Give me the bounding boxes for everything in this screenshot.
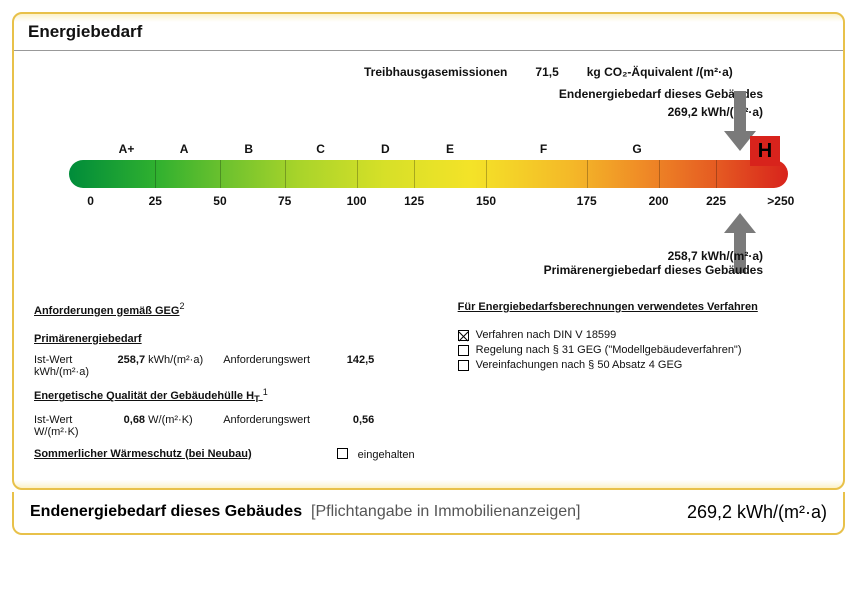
pe-req-label: Anforderungswert xyxy=(223,354,323,366)
scale-divider xyxy=(716,160,717,188)
tick-label: 50 xyxy=(213,194,226,208)
procedure-head: Für Energiebedarfsberechnungen verwendet… xyxy=(458,301,758,313)
endenergie-value: 269,2 xyxy=(628,105,698,119)
footer-value: 269,2 kWh/(m²·a) xyxy=(687,502,827,523)
eq-head: Energetische Qualität der Gebäudehülle H… xyxy=(34,390,263,402)
eq-head-sup: 1 xyxy=(263,387,268,397)
eq-ist-label: Ist-Wert xyxy=(34,414,94,426)
class-label: B xyxy=(244,142,253,156)
scale-divider xyxy=(659,160,660,188)
tick-label: 25 xyxy=(149,194,162,208)
eq-head-sub: T xyxy=(254,395,260,405)
pe-req-unit: kWh/(m²·a) xyxy=(34,366,89,378)
eq-req-unit: W/(m²·K) xyxy=(34,426,79,438)
scale-divider xyxy=(587,160,588,188)
pe-ist-value: 258,7 xyxy=(97,354,145,366)
scale-dividers xyxy=(69,160,788,188)
pe-req-value: 142,5 xyxy=(326,354,374,366)
geg-head: Anforderungen gemäß GEG xyxy=(34,305,179,317)
scale-bar-area: A+ABCDEFG H 0255075100125150175200225>25… xyxy=(69,160,788,204)
footer-label-normal-text: [Pflichtangabe in Immobilienanzeigen] xyxy=(311,503,581,520)
class-label: C xyxy=(316,142,325,156)
class-label: E xyxy=(446,142,454,156)
procedure-item: Regelung nach § 31 GEG ("Modellgebäudeve… xyxy=(458,344,823,356)
class-label: F xyxy=(540,142,547,156)
certificate-frame: Energiebedarf Treibhausgasemissionen 71,… xyxy=(12,12,845,490)
highlight-class-badge: H xyxy=(750,136,780,166)
class-label: D xyxy=(381,142,390,156)
content-area: Treibhausgasemissionen 71,5 kg CO₂-Äquiv… xyxy=(14,51,843,488)
tick-label: >250 xyxy=(767,194,794,208)
emissions-line: Treibhausgasemissionen 71,5 kg CO₂-Äquiv… xyxy=(364,65,823,79)
procedure-checkbox xyxy=(458,345,469,356)
footer-label-bold: Endenergiebedarf dieses Gebäudes xyxy=(30,503,302,520)
tick-label: 125 xyxy=(404,194,424,208)
geg-head-sup: 2 xyxy=(179,301,184,311)
primaerenergie-unit: kWh/(m²·a) xyxy=(701,249,763,263)
scale-divider xyxy=(486,160,487,188)
details-right: Für Energiebedarfsberechnungen verwendet… xyxy=(458,297,823,470)
footer-row: Endenergiebedarf dieses Gebäudes [Pflich… xyxy=(12,492,845,535)
tick-label: 225 xyxy=(706,194,726,208)
class-label: A xyxy=(180,142,189,156)
emissions-value: 71,5 xyxy=(535,65,558,79)
sommer-head: Sommerlicher Wärmeschutz (bei Neubau) xyxy=(34,448,252,460)
eq-req-value: 0,56 xyxy=(326,414,374,426)
procedure-list: Verfahren nach DIN V 18599 Regelung nach … xyxy=(458,329,823,371)
gradient-bar: H xyxy=(69,160,788,188)
energy-scale: Endenergiebedarf dieses Gebäudes 269,2 k… xyxy=(69,87,788,277)
procedure-checkbox xyxy=(458,330,469,341)
scale-divider xyxy=(155,160,156,188)
details-row: Anforderungen gemäß GEG2 Primärenergiebe… xyxy=(34,297,823,470)
procedure-label: Regelung nach § 31 GEG ("Modellgebäudeve… xyxy=(476,344,742,356)
scale-divider xyxy=(414,160,415,188)
primaerenergie-callout: 258,7 kWh/(m²·a) Primärenergiebedarf die… xyxy=(544,245,763,277)
section-title: Energiebedarf xyxy=(14,14,843,51)
procedure-label: Vereinfachungen nach § 50 Absatz 4 GEG xyxy=(476,359,683,371)
scale-divider xyxy=(285,160,286,188)
pe-ist-label: Ist-Wert xyxy=(34,354,94,366)
tick-label: 150 xyxy=(476,194,496,208)
scale-divider xyxy=(220,160,221,188)
procedure-checkbox xyxy=(458,360,469,371)
emissions-unit: kg CO₂-Äquivalent /(m²·a) xyxy=(587,65,733,79)
tick-label: 200 xyxy=(649,194,669,208)
tick-label: 0 xyxy=(87,194,94,208)
emissions-label: Treibhausgasemissionen xyxy=(364,65,507,79)
sommer-label: eingehalten xyxy=(358,449,415,461)
class-label: G xyxy=(632,142,641,156)
procedure-item: Verfahren nach DIN V 18599 xyxy=(458,329,823,341)
eq-head-text: Energetische Qualität der Gebäudehülle H xyxy=(34,390,254,402)
tick-label: 175 xyxy=(577,194,597,208)
tick-label: 100 xyxy=(347,194,367,208)
eq-ist-value: 0,68 xyxy=(97,414,145,426)
procedure-label: Verfahren nach DIN V 18599 xyxy=(476,329,617,341)
eq-req-label: Anforderungswert xyxy=(223,414,323,426)
primaerenergie-value: 258,7 xyxy=(628,249,698,263)
scale-divider xyxy=(357,160,358,188)
procedure-item: Vereinfachungen nach § 50 Absatz 4 GEG xyxy=(458,359,823,371)
pe-head: Primärenergiebedarf xyxy=(34,333,142,345)
class-label: A+ xyxy=(119,142,135,156)
eq-ist-unit: W/(m²·K) xyxy=(148,414,220,426)
pe-ist-unit: kWh/(m²·a) xyxy=(148,354,220,366)
tick-label: 75 xyxy=(278,194,291,208)
sommer-checkbox xyxy=(337,448,348,459)
details-left: Anforderungen gemäß GEG2 Primärenergiebe… xyxy=(34,297,418,470)
primaerenergie-title: Primärenergiebedarf dieses Gebäudes xyxy=(544,263,763,277)
